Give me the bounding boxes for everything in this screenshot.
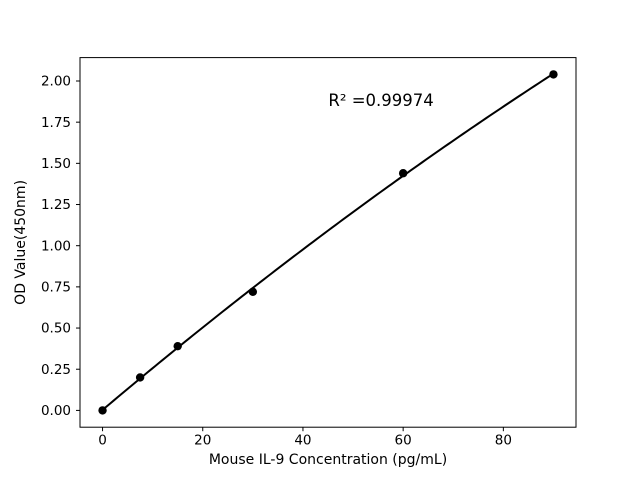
fit-curve-line — [101, 72, 555, 411]
x-axis-label: Mouse IL-9 Concentration (pg/mL) — [209, 452, 447, 468]
svg-text:2.00: 2.00 — [41, 74, 71, 90]
data-point-markers — [98, 70, 558, 415]
svg-text:60: 60 — [395, 433, 412, 449]
svg-text:80: 80 — [495, 433, 512, 449]
svg-text:1.50: 1.50 — [41, 156, 71, 172]
svg-text:0.25: 0.25 — [41, 362, 71, 378]
svg-text:1.25: 1.25 — [41, 197, 71, 213]
svg-text:0: 0 — [98, 433, 107, 449]
svg-text:0.75: 0.75 — [41, 280, 71, 296]
svg-text:20: 20 — [194, 433, 211, 449]
plot-area-border — [79, 57, 577, 428]
svg-text:0.00: 0.00 — [41, 403, 71, 419]
svg-text:40: 40 — [294, 433, 311, 449]
y-axis-ticks: 0.00 0.25 0.50 0.75 1.00 1.25 1.50 1.75 2.00 — [41, 74, 80, 419]
r-squared-annotation: R² =0.99974 — [328, 91, 433, 110]
svg-text:0.50: 0.50 — [41, 321, 71, 337]
x-axis-ticks: 0 20 40 60 80 — [98, 427, 512, 449]
y-axis-label: OD Value(450nm) — [13, 180, 29, 305]
svg-text:1.75: 1.75 — [41, 115, 71, 131]
svg-text:1.00: 1.00 — [41, 238, 71, 254]
